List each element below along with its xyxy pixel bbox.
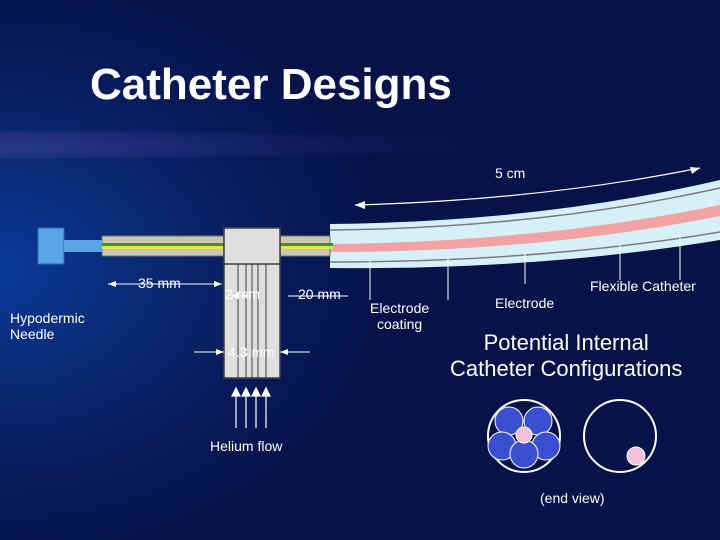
label-20mm: 20 mm — [298, 286, 341, 302]
flare-decor — [0, 131, 500, 159]
label-flexible-catheter: Flexible Catheter — [590, 278, 696, 294]
label-electrode: Electrode — [495, 295, 554, 311]
helium-flow-arrows — [232, 388, 270, 428]
end-view-left — [488, 400, 560, 472]
connector-block — [38, 228, 64, 264]
label-end-view: (end view) — [540, 490, 605, 506]
label-5cm: 5 cm — [495, 165, 525, 181]
label-35mm: 35 mm — [138, 275, 181, 291]
label-electrode-coating: Electrode coating — [370, 300, 429, 332]
end-view-right — [584, 400, 656, 472]
page-title: Catheter Designs — [90, 60, 452, 110]
label-hypodermic-needle: Hypodermic Needle — [10, 310, 85, 342]
connector-neck — [64, 240, 102, 252]
subtitle-configurations: Potential Internal Catheter Configuratio… — [450, 330, 682, 383]
label-2mm: 2 mm — [225, 286, 260, 302]
label-helium-flow: Helium flow — [210, 438, 282, 454]
label-43mm: 4.3 mm — [228, 344, 275, 360]
